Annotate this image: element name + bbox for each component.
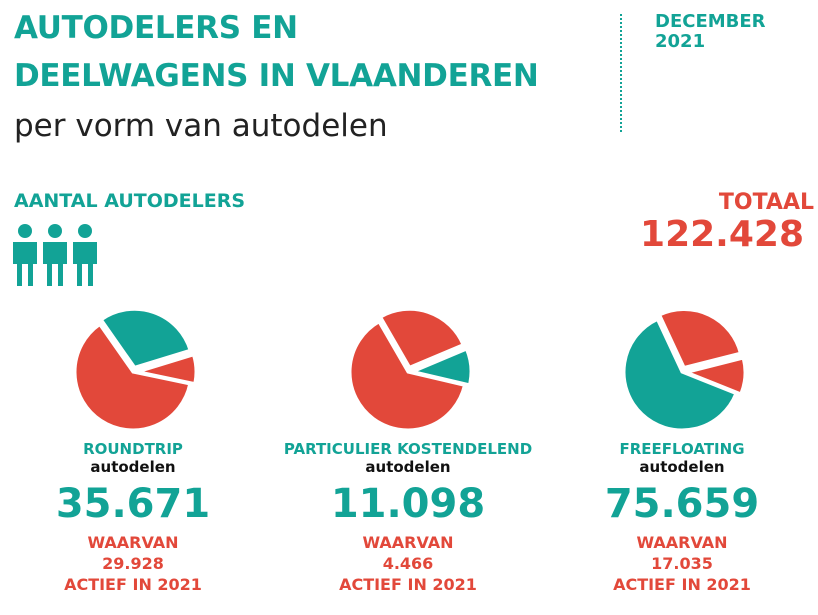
card: FREEFLOATING autodelen 75.659 WAARVAN 17.035…: [542, 440, 818, 595]
pie-segment: [348, 319, 467, 432]
subtitle: per vorm van autodelen: [14, 108, 388, 144]
card-active: 17.035: [651, 554, 713, 573]
card-count: 75.659: [604, 481, 760, 527]
title: AUTODELERS EN: [14, 10, 298, 46]
card-name: ROUNDTRIP: [83, 440, 183, 458]
total-label: TOTAAL: [718, 190, 814, 215]
date: DECEMBER: [655, 11, 766, 32]
card-note: WAARVAN: [362, 533, 454, 552]
pies: [73, 307, 747, 432]
card-note: WAARVAN: [87, 533, 179, 552]
card-note: ACTIEF IN 2021: [64, 575, 202, 594]
pie-segment: [408, 347, 473, 387]
pie-segment: [137, 352, 198, 386]
card: PARTICULIER KOSTENDELEND autodelen 11.098 W…: [268, 440, 548, 595]
pie-segment: [99, 307, 192, 370]
pie-segment: [622, 317, 738, 432]
card-name: PARTICULIER KOSTENDELEND: [283, 440, 533, 458]
pie-segment: [682, 356, 747, 396]
card-note: ACTIEF IN 2021: [613, 575, 751, 594]
card-count: 35.671: [55, 481, 211, 527]
card-suffix: autodelen: [365, 458, 451, 476]
card-suffix: autodelen: [90, 458, 176, 476]
pie-segment: [657, 307, 743, 370]
card: ROUNDTRIP autodelen 35.671 WAARVAN 29.928 ACT…: [0, 440, 273, 595]
card-active: 4.466: [382, 554, 434, 573]
card-count: 11.098: [330, 481, 486, 527]
card-note: WAARVAN: [636, 533, 728, 552]
date: 2021: [655, 31, 706, 52]
divider: [620, 14, 622, 132]
total-value: 122.428: [640, 214, 804, 255]
card-active: 29.928: [102, 554, 164, 573]
pie-segment: [378, 307, 466, 370]
card-name: FREEFLOATING: [619, 440, 745, 458]
pie-segment: [73, 322, 192, 432]
section-label: AANTAL AUTODELERS: [14, 190, 246, 212]
card-suffix: autodelen: [639, 458, 725, 476]
title: DEELWAGENS IN VLAANDEREN: [14, 58, 539, 94]
people-icon: [13, 224, 97, 286]
card-note: ACTIEF IN 2021: [339, 575, 477, 594]
